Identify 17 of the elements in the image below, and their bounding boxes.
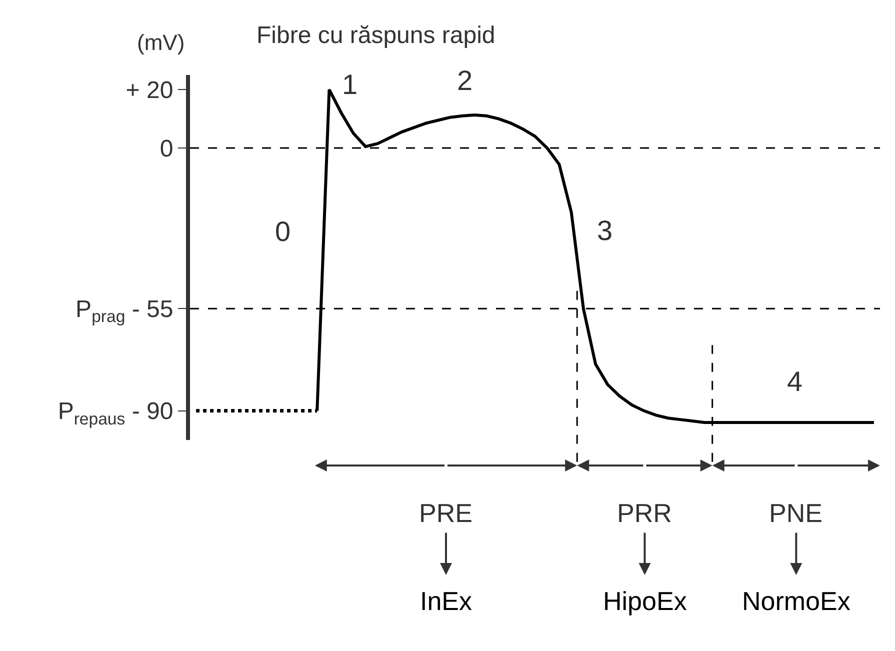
annotation: 4 <box>787 366 803 397</box>
annotation: 2 <box>457 65 473 96</box>
chart-title: Fibre cu răspuns rapid <box>256 22 496 49</box>
y-tick-label: + 20 <box>126 77 174 104</box>
text: PRR <box>617 498 672 528</box>
annotation: 1 <box>342 69 358 100</box>
text: HipoEx <box>603 586 687 616</box>
annotation: 0 <box>275 216 291 247</box>
annotation: 3 <box>597 215 613 246</box>
y-tick-label: P$_{repaus}$ - 90 <box>58 398 174 428</box>
y-tick-label: 0 <box>160 135 174 162</box>
y-axis-title: (mV) <box>137 30 185 55</box>
text: PNE <box>769 498 822 528</box>
text: InEx <box>420 586 472 616</box>
text: NormoEx <box>742 586 850 616</box>
text: PRE <box>419 498 472 528</box>
y-tick-label: P$_{prag}$ - 55 <box>76 296 174 326</box>
